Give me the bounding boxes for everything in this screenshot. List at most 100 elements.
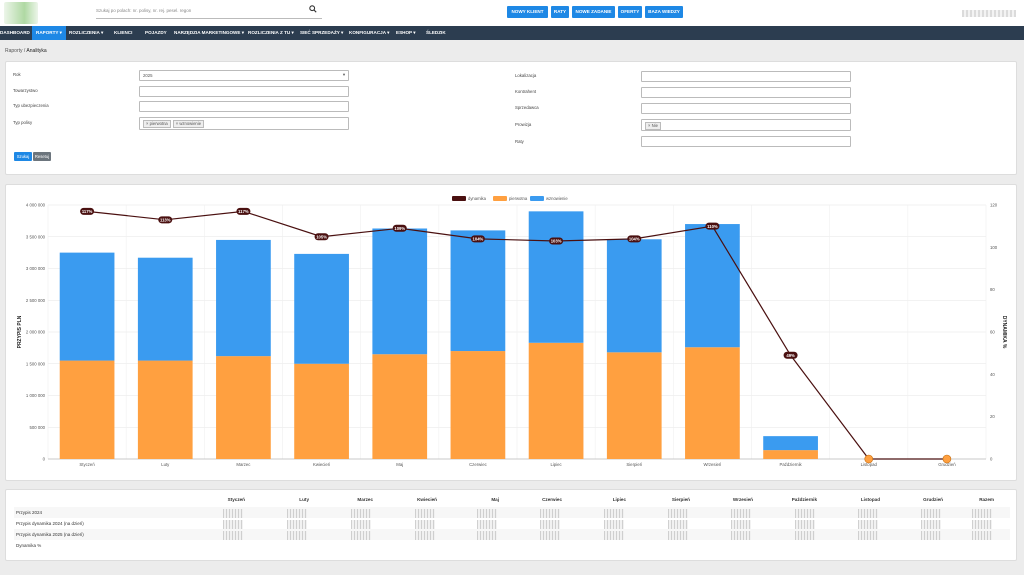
redacted-cell — [921, 520, 941, 529]
table-header[interactable]: Grudzień — [923, 497, 943, 502]
knowledge-base-button[interactable]: BAZA WIEDZY — [645, 6, 683, 18]
dynamika-point — [80, 207, 95, 215]
redacted-cell — [731, 509, 751, 518]
bar-wznowienie — [450, 230, 506, 352]
dynamika-point — [864, 454, 874, 464]
table-header[interactable]: Kwiecień — [417, 497, 437, 502]
installments-button[interactable]: RATY — [551, 6, 569, 18]
redacted-cell — [223, 520, 243, 529]
y-tick-label: 500 000 — [29, 425, 45, 430]
typ-ubezpieczenia-select[interactable] — [139, 101, 349, 112]
row-label: Przypis dynamika 2024 (na dzień) — [16, 521, 84, 526]
dynamika-point — [549, 237, 564, 245]
breadcrumb-parent[interactable]: Raporty — [5, 48, 23, 54]
chevron-down-icon: ▾ — [342, 72, 345, 77]
table-header[interactable]: Styczeń — [227, 497, 245, 502]
y-tick-label: 0 — [43, 457, 46, 462]
nav-narzedzia[interactable]: NARZĘDZIA MARKETINGOWE ▾ — [174, 30, 245, 35]
redacted-cell — [858, 509, 878, 518]
nav-pojazdy[interactable]: POJAZDY — [145, 30, 167, 35]
redacted-cell — [795, 509, 815, 518]
typ-polisy-select[interactable]: × pierwotna × wznowienie — [139, 117, 349, 130]
legend-dynamika[interactable]: dynamika — [452, 196, 486, 202]
table-header[interactable]: Marzec — [357, 497, 373, 502]
table-header[interactable]: Luty — [299, 497, 309, 502]
table-header[interactable]: Razem — [979, 497, 994, 502]
nav-raporty[interactable]: RAPORTY ▾ — [32, 26, 66, 40]
redacted-cell — [858, 531, 878, 540]
bar-pierwotna — [450, 351, 506, 459]
bar-pierwotna — [606, 352, 662, 459]
y-tick-label: 1 000 000 — [26, 393, 46, 398]
table-header[interactable]: Listopad — [860, 497, 880, 502]
nav-sledzik[interactable]: ŚLEDZIK — [426, 30, 446, 35]
nav-klienci[interactable]: KLIENCI — [114, 30, 133, 35]
search-input[interactable]: Szukaj po polach: nr. polisy, nr. rej. p… — [96, 4, 322, 19]
redacted-cell — [223, 509, 243, 518]
dynamika-label: 104% — [473, 236, 484, 241]
y2-tick-label: 80 — [990, 287, 995, 292]
legend-pierwotna[interactable]: pierwotna — [493, 196, 527, 202]
bar-pierwotna — [59, 360, 115, 459]
row-label: Przypis 2024 — [16, 510, 43, 515]
raty-select[interactable] — [641, 136, 851, 147]
search-icon[interactable] — [309, 5, 317, 13]
redacted-cell — [668, 509, 688, 518]
lokalizacja-select[interactable] — [641, 71, 851, 82]
y2-tick-label: 60 — [990, 330, 995, 335]
bar-pierwotna — [763, 450, 818, 459]
x-tick-label: Maj — [396, 462, 403, 467]
dynamika-point — [314, 233, 329, 241]
table-header[interactable]: Wrzesień — [732, 497, 753, 502]
y-tick-label: 2 500 000 — [26, 298, 46, 303]
table-header[interactable]: Czerwiec — [542, 497, 562, 502]
chip-pierwotna[interactable]: × pierwotna — [143, 120, 171, 128]
nav-siec-sprzedazy[interactable]: SIEĆ SPRZEDAŻY ▾ — [300, 30, 344, 35]
y-tick-label: 1 500 000 — [26, 361, 46, 366]
nav-rozliczenia-tu[interactable]: ROZLICZENIA Z TU ▾ — [248, 30, 294, 35]
new-task-button[interactable]: NOWE ZADANIE — [572, 6, 615, 18]
redacted-cell — [972, 520, 992, 529]
bar-wznowienie — [216, 239, 271, 357]
nav-konfiguracja[interactable]: KONFIGURACJA ▾ — [349, 30, 390, 35]
dynamika-label: 117% — [82, 209, 93, 214]
dynamika-point — [783, 351, 798, 359]
dynamika-label: 49% — [786, 353, 795, 358]
nav-dashboard[interactable]: DASHBOARD — [0, 30, 30, 35]
sprzedawca-select[interactable] — [641, 103, 851, 114]
kontrahent-select[interactable] — [641, 87, 851, 98]
nav-rozliczenia[interactable]: ROZLICZENIA ▾ — [69, 30, 104, 35]
legend-wznowienie[interactable]: wznowienie — [530, 196, 568, 202]
towarzystwo-select[interactable] — [139, 86, 349, 97]
new-client-button[interactable]: NOWY KLIENT — [507, 6, 548, 18]
dynamika-label: 109% — [394, 226, 405, 231]
chip-nie[interactable]: × Nie — [645, 122, 661, 130]
x-tick-label: Listopad — [861, 462, 878, 467]
x-tick-label: Grudzień — [938, 462, 956, 467]
redacted-cell — [668, 520, 688, 529]
bar-wznowienie — [606, 239, 662, 353]
rok-select[interactable]: 2025 ▾ — [139, 70, 349, 81]
prowizja-select[interactable]: × Nie — [641, 119, 851, 131]
table-header[interactable]: Październik — [791, 497, 817, 502]
bar-wznowienie — [528, 211, 584, 343]
bar-pierwotna — [294, 363, 349, 459]
typ-ubezpieczenia-label: Typ ubezpieczenia — [13, 103, 49, 108]
dynamika-label: 103% — [551, 239, 562, 244]
reset-button[interactable]: Resetuj — [33, 152, 51, 161]
search-button[interactable]: Szukaj — [14, 152, 32, 161]
y-axis-title: PRZYPIS PLN — [17, 315, 23, 348]
table-header[interactable]: Maj — [491, 497, 499, 502]
legend-swatch — [530, 196, 544, 202]
chip-wznowienie[interactable]: × wznowienie — [172, 120, 205, 128]
offers-button[interactable]: OFERTY — [618, 6, 642, 18]
logo[interactable] — [4, 2, 38, 24]
bar-pierwotna — [685, 347, 740, 459]
user-menu[interactable] — [962, 10, 1016, 17]
table-header[interactable]: Sierpień — [671, 497, 690, 502]
nav-eshop[interactable]: ESHOP ▾ — [396, 30, 416, 35]
table-header[interactable]: Lipiec — [612, 497, 626, 502]
legend-swatch — [493, 196, 507, 202]
x-tick-label: Październik — [779, 462, 802, 467]
